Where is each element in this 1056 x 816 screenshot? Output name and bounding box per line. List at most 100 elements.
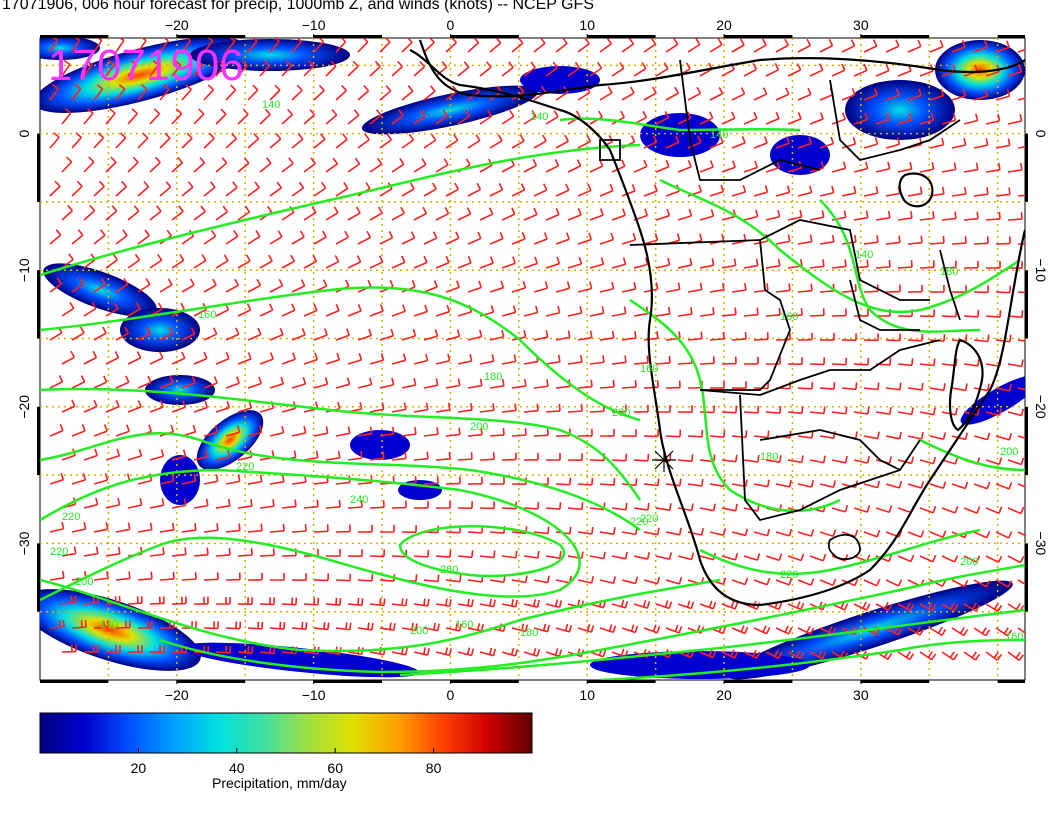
wind-barb	[193, 547, 209, 557]
wind-barb	[457, 647, 475, 657]
wind-barb	[193, 449, 209, 461]
x-tick-label-top: 30	[853, 17, 869, 33]
contour-label: 220	[630, 516, 648, 528]
wind-barb	[247, 376, 263, 389]
wind-barb	[247, 572, 263, 581]
frame-bar	[1025, 543, 1028, 612]
wind-barb	[655, 503, 672, 511]
wind-barb	[797, 529, 815, 537]
wind-barb	[699, 356, 715, 365]
wind-barb	[171, 205, 184, 221]
wind-barb	[435, 61, 448, 77]
wind-barb	[687, 38, 701, 53]
wind-barb	[643, 429, 660, 438]
wind-barb	[787, 209, 803, 221]
wind-barb	[313, 426, 329, 437]
wind-barb	[115, 132, 127, 149]
axes: −20 −20 −10 −10 0 0 10 10 20 20 30 30 0 0 −10 −10 −20 −20…	[16, 17, 1049, 703]
wind-barb	[731, 282, 747, 293]
wind-barb	[335, 84, 347, 101]
contour-label: 220	[62, 511, 80, 523]
wind-barb	[809, 553, 827, 562]
wind-barb	[435, 647, 453, 657]
wind-barb	[181, 522, 197, 533]
wind-barb	[929, 579, 947, 588]
wind-barb	[797, 283, 813, 293]
wind-barb	[831, 455, 848, 464]
wind-barb	[479, 403, 495, 413]
wind-barb	[159, 522, 175, 533]
wind-barb	[93, 84, 104, 101]
wind-barb	[577, 428, 593, 437]
wind-barb	[479, 354, 495, 365]
wind-barb	[863, 529, 881, 538]
wind-barb	[611, 502, 628, 511]
wind-barb	[545, 159, 560, 173]
wind-barb	[567, 453, 583, 462]
wind-barb	[621, 330, 637, 341]
wind-barb	[291, 38, 302, 53]
wind-barb	[83, 108, 94, 125]
wind-barb	[105, 59, 115, 77]
wind-barb	[787, 406, 804, 415]
wind-barb	[445, 622, 462, 632]
wind-barb	[985, 260, 1001, 269]
wind-barb	[237, 400, 253, 413]
wind-barb	[127, 205, 140, 221]
wind-barb	[379, 426, 395, 437]
wind-barb	[369, 60, 381, 77]
wind-barb	[259, 254, 273, 269]
wind-barb	[963, 260, 979, 269]
wind-barb	[105, 645, 121, 653]
wind-barb	[137, 278, 151, 293]
wind-barb	[193, 156, 206, 173]
wind-barb	[105, 302, 119, 317]
frame-bar	[37, 543, 40, 612]
wind-barb	[325, 109, 338, 125]
wind-barb	[951, 236, 967, 245]
wind-barb	[413, 353, 429, 365]
wind-barb	[721, 454, 738, 463]
wind-barb	[621, 184, 636, 197]
wind-barb	[765, 455, 782, 463]
wind-barb	[677, 405, 693, 414]
wind-barb	[181, 181, 194, 197]
wind-barb	[259, 157, 272, 173]
wind-barb	[357, 426, 373, 437]
wind-barb	[259, 60, 271, 77]
wind-barb	[919, 407, 936, 416]
wind-barb	[875, 505, 893, 514]
wind-barb	[853, 505, 871, 513]
wind-barb	[357, 377, 373, 389]
wind-barb	[303, 303, 318, 317]
wind-barb	[523, 452, 539, 461]
wind-barb	[291, 573, 307, 582]
wind-barb	[599, 330, 615, 341]
wind-barb	[929, 137, 945, 149]
wind-barb	[885, 284, 901, 293]
wind-barb	[611, 208, 626, 221]
wind-barb	[215, 351, 230, 365]
wind-barb	[599, 624, 617, 634]
wind-barb	[379, 231, 394, 245]
wind-barb	[897, 602, 915, 612]
wind-barb	[489, 134, 503, 149]
contour-line	[629, 298, 841, 513]
wind-barb	[379, 133, 392, 149]
contour-line	[40, 387, 642, 501]
wind-barb	[335, 133, 348, 149]
wind-barb	[819, 234, 835, 245]
wind-barb	[303, 499, 319, 509]
wind-barb	[423, 133, 437, 149]
wind-barb	[237, 205, 251, 221]
wind-barb	[797, 625, 815, 635]
wind-barb	[819, 136, 835, 149]
wind-barb	[929, 284, 945, 293]
wind-barb	[71, 229, 84, 245]
wind-barb	[853, 210, 869, 221]
wind-barb	[775, 528, 793, 537]
wind-barb	[621, 86, 635, 101]
wind-barb	[171, 547, 187, 557]
wind-barb	[897, 161, 913, 173]
wind-barb	[941, 555, 959, 563]
